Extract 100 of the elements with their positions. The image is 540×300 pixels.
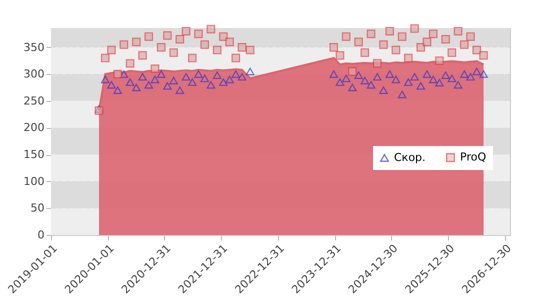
point [132,84,141,92]
point [225,76,234,84]
point [385,26,394,36]
point [200,40,209,49]
point [163,82,172,90]
point [246,46,254,54]
point [206,81,216,89]
point [176,35,184,44]
point [410,24,419,33]
y-tick-label: 350 [24,40,44,54]
point [163,31,172,40]
point [212,46,222,54]
point [156,43,166,52]
point [379,40,388,49]
point [182,26,190,36]
point [188,78,197,86]
point [392,76,400,84]
point [150,64,160,74]
point [466,32,475,41]
point [342,32,350,41]
point [404,54,413,62]
point [113,86,122,94]
y-tick-label: 150 [24,148,44,162]
point [194,70,203,78]
point [360,48,370,57]
point [454,81,462,89]
point [416,82,426,90]
point [329,43,338,52]
point [416,43,426,52]
point [219,32,228,41]
point [200,74,209,82]
point [232,70,240,78]
point [348,84,357,92]
legend-label: ProQ [460,150,486,164]
point [479,70,488,78]
point [232,54,240,62]
point [169,76,178,84]
y-tick-label: 200 [24,121,44,134]
point [144,32,154,41]
point [169,48,178,57]
point [404,78,413,86]
point [182,73,190,81]
point [354,71,363,79]
point [385,70,394,78]
point [120,40,128,49]
point [398,32,406,41]
point [132,38,141,46]
point [176,86,184,94]
point [107,46,116,54]
point [354,38,363,46]
point [126,59,134,68]
point [120,70,128,78]
point [113,70,122,78]
point [422,70,432,78]
point [454,26,462,36]
point [460,70,469,78]
point [428,76,438,84]
point [435,78,444,86]
point [410,73,419,81]
point [373,73,382,81]
point [107,81,116,89]
point [366,81,376,89]
point [448,74,456,82]
point [212,71,222,79]
point [398,90,406,98]
point [472,46,481,54]
point [441,71,450,79]
point [435,56,444,65]
y-tick-label: 50 [30,202,44,215]
point [206,24,216,34]
legend-label: Скор. [394,150,426,164]
y-tick-label: 100 [24,174,44,188]
point [479,51,488,60]
point [194,30,203,38]
point [466,73,475,81]
point [342,74,350,82]
point [448,48,456,57]
point [150,76,160,84]
point [156,70,166,78]
point [188,54,197,62]
point [336,51,344,60]
point [422,38,432,46]
point [100,76,110,84]
point [392,46,400,54]
point [366,30,376,38]
point [441,35,450,44]
point [336,78,344,86]
point [428,30,438,38]
point [219,78,228,86]
point [225,38,234,46]
y-tick-label: 300 [24,68,44,81]
point [238,73,246,81]
y-tick-label: 0 [38,228,44,242]
point [360,76,370,84]
point [138,51,147,60]
point [348,67,357,76]
point [100,54,110,62]
point [238,43,246,52]
point [126,78,134,86]
point [379,86,388,94]
